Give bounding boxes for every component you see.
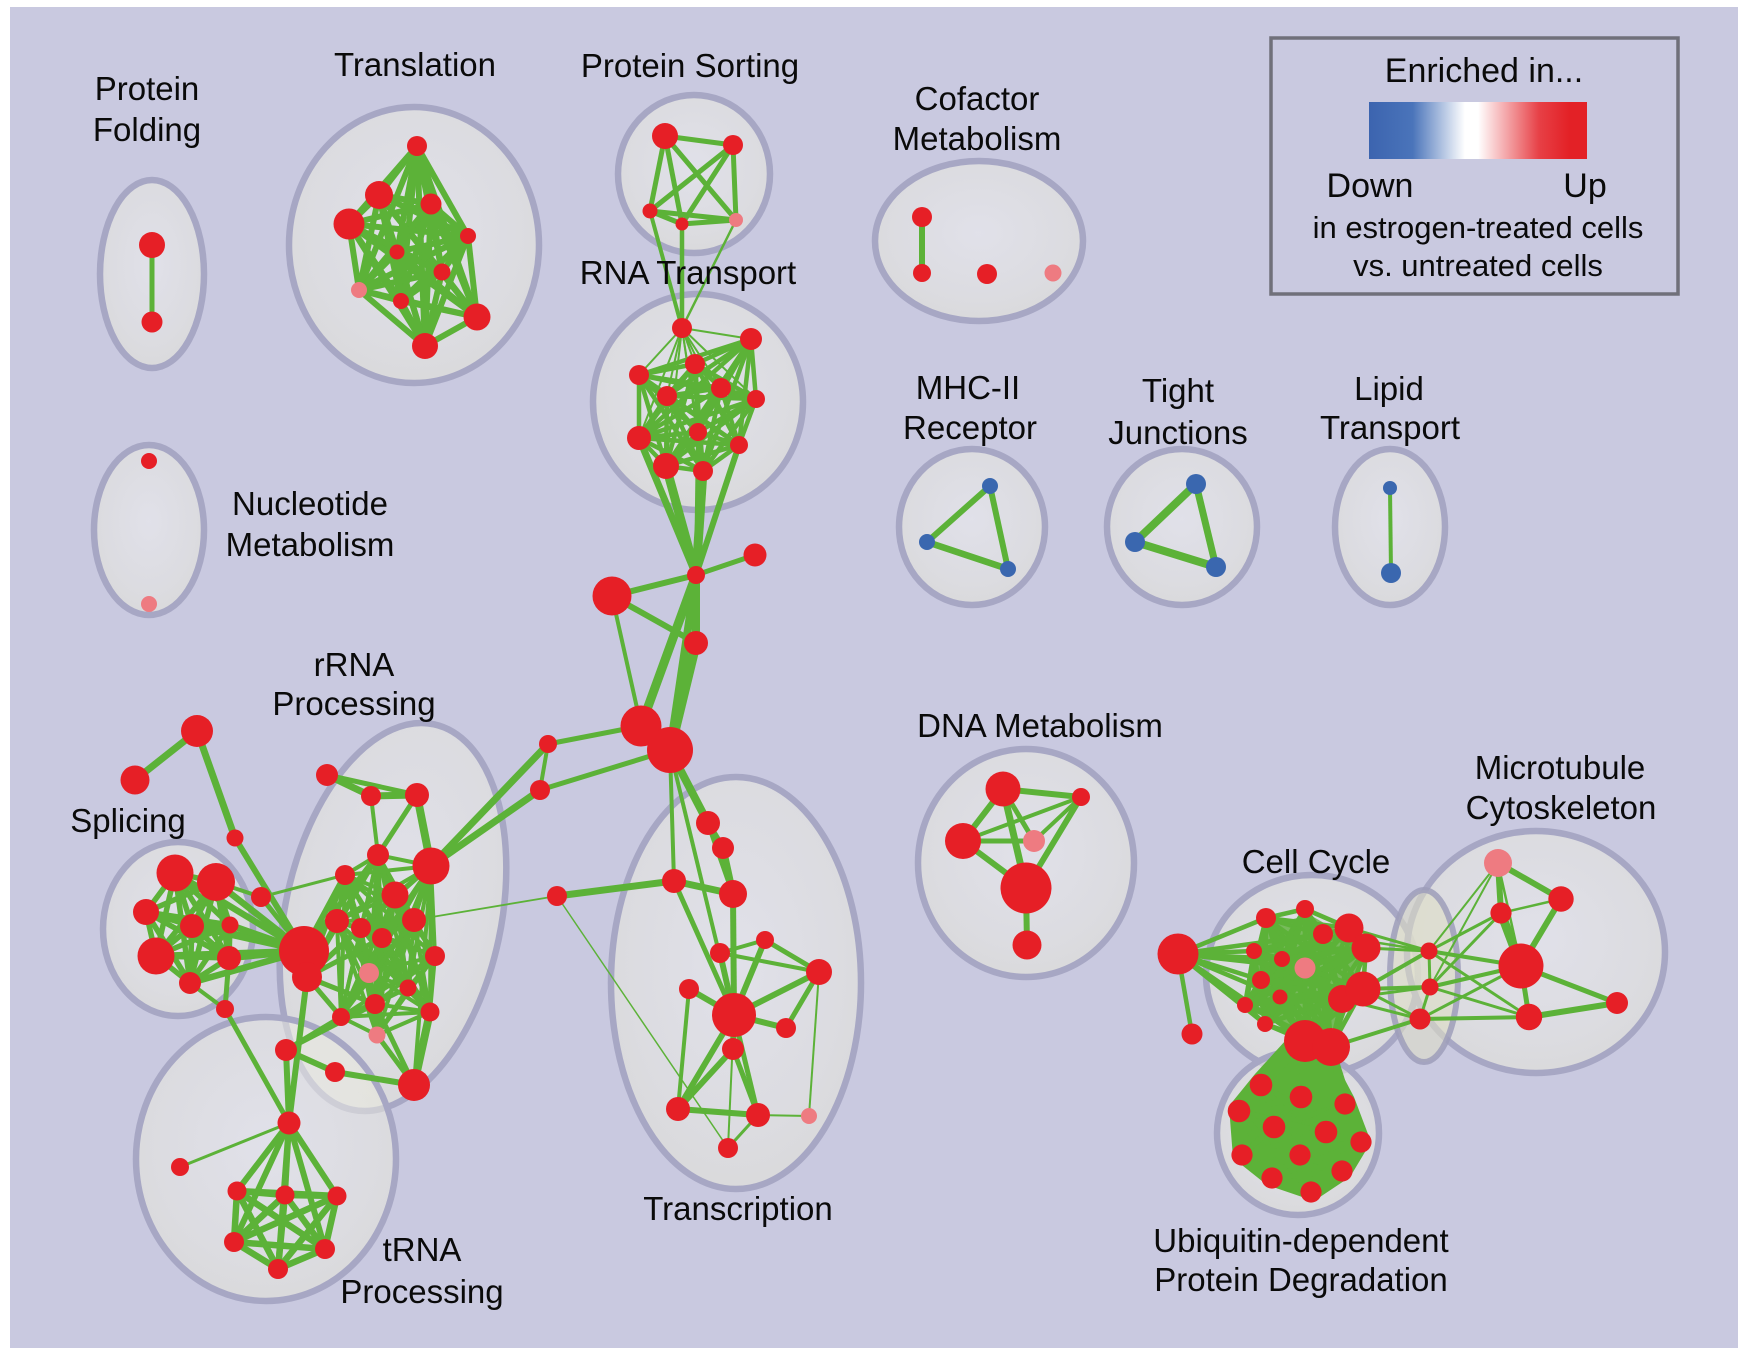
svg-text:DNA Metabolism: DNA Metabolism xyxy=(917,707,1163,744)
svg-text:Cofactor: Cofactor xyxy=(915,80,1040,117)
svg-text:Cytoskeleton: Cytoskeleton xyxy=(1466,789,1657,826)
svg-text:Enriched in...: Enriched in... xyxy=(1385,52,1583,90)
svg-text:Processing: Processing xyxy=(272,685,435,722)
svg-text:Protein Degradation: Protein Degradation xyxy=(1154,1261,1448,1298)
svg-text:Protein: Protein xyxy=(95,70,200,107)
svg-text:tRNA: tRNA xyxy=(383,1231,462,1268)
svg-text:Transcription: Transcription xyxy=(643,1190,833,1227)
svg-text:Up: Up xyxy=(1563,167,1606,205)
svg-text:Nucleotide: Nucleotide xyxy=(232,485,388,522)
svg-text:vs. untreated cells: vs. untreated cells xyxy=(1353,248,1603,283)
svg-text:in estrogen-treated cells: in estrogen-treated cells xyxy=(1313,210,1644,245)
svg-text:Junctions: Junctions xyxy=(1108,414,1247,451)
svg-text:Processing: Processing xyxy=(340,1273,503,1310)
svg-text:Lipid: Lipid xyxy=(1354,370,1424,407)
svg-text:Transport: Transport xyxy=(1320,409,1460,446)
svg-text:Metabolism: Metabolism xyxy=(226,526,395,563)
svg-text:Translation: Translation xyxy=(334,46,496,83)
svg-text:rRNA: rRNA xyxy=(314,646,395,683)
svg-text:Down: Down xyxy=(1327,167,1414,205)
svg-text:RNA Transport: RNA Transport xyxy=(580,254,796,291)
svg-text:Protein Sorting: Protein Sorting xyxy=(581,47,799,84)
svg-text:Receptor: Receptor xyxy=(903,409,1037,446)
svg-text:MHC-II: MHC-II xyxy=(916,369,1020,406)
svg-text:Microtubule: Microtubule xyxy=(1475,749,1646,786)
svg-text:Tight: Tight xyxy=(1142,372,1214,409)
svg-text:Ubiquitin-dependent: Ubiquitin-dependent xyxy=(1153,1222,1448,1259)
svg-text:Splicing: Splicing xyxy=(70,802,186,839)
svg-text:Folding: Folding xyxy=(93,111,201,148)
svg-text:Metabolism: Metabolism xyxy=(893,120,1062,157)
svg-text:Cell Cycle: Cell Cycle xyxy=(1242,843,1391,880)
